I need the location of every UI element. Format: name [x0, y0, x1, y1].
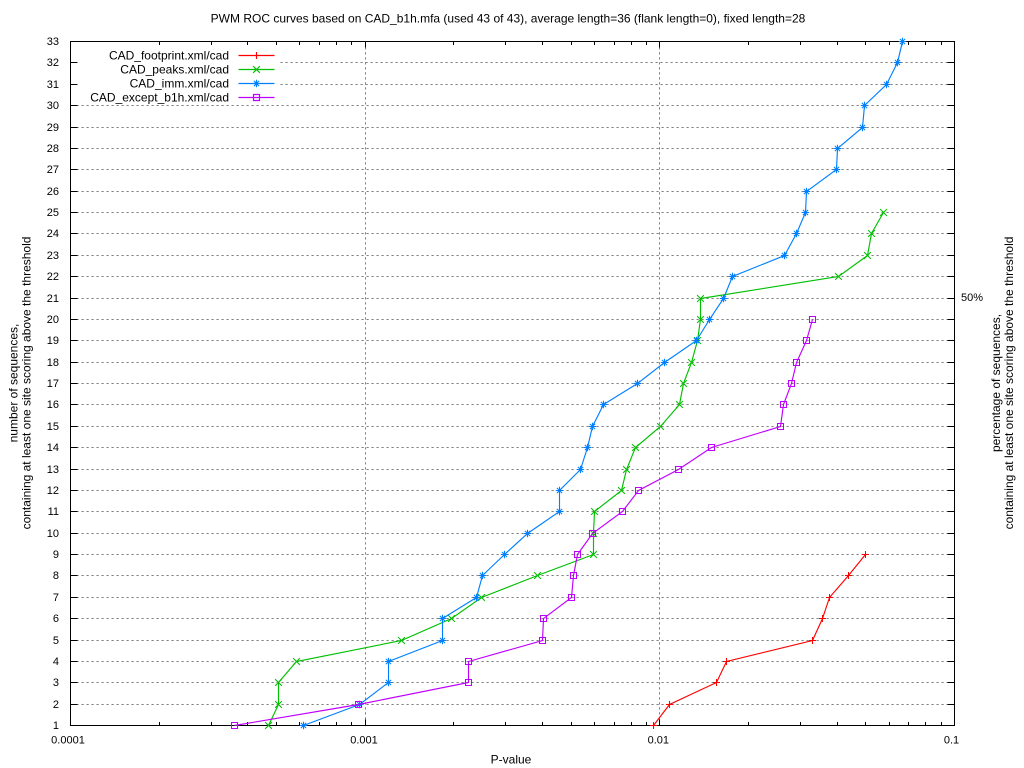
svg-text:0.0001: 0.0001	[51, 735, 85, 747]
svg-text:0.001: 0.001	[350, 735, 378, 747]
svg-text:12: 12	[47, 485, 59, 497]
svg-text:P-value: P-value	[491, 752, 532, 766]
svg-text:1: 1	[53, 720, 59, 732]
svg-text:25: 25	[47, 207, 59, 219]
svg-text:15: 15	[47, 421, 59, 433]
svg-text:29: 29	[47, 122, 59, 134]
svg-text:19: 19	[47, 335, 59, 347]
svg-text:0.01: 0.01	[648, 735, 669, 747]
svg-text:6: 6	[53, 613, 59, 625]
svg-text:16: 16	[47, 399, 59, 411]
svg-text:31: 31	[47, 79, 59, 91]
svg-text:20: 20	[47, 314, 59, 326]
svg-text:CAD_footprint.xml/cad: CAD_footprint.xml/cad	[109, 49, 229, 63]
svg-text:percentage of sequences,: percentage of sequences,	[989, 314, 1003, 452]
svg-text:2: 2	[53, 699, 59, 711]
svg-text:PWM ROC curves based on CAD_b1: PWM ROC curves based on CAD_b1h.mfa (use…	[211, 12, 806, 26]
svg-text:10: 10	[47, 528, 59, 540]
svg-text:CAD_except_b1h.xml/cad: CAD_except_b1h.xml/cad	[90, 91, 229, 105]
svg-text:CAD_imm.xml/cad: CAD_imm.xml/cad	[130, 77, 229, 91]
svg-text:30: 30	[47, 100, 59, 112]
svg-text:containing at least one site s: containing at least one site scoring abo…	[20, 237, 34, 530]
svg-text:0.1: 0.1	[944, 735, 959, 747]
svg-text:containing at least one site s: containing at least one site scoring abo…	[1002, 237, 1016, 530]
svg-text:8: 8	[53, 570, 59, 582]
svg-text:13: 13	[47, 464, 59, 476]
svg-text:28: 28	[47, 143, 59, 155]
svg-text:7: 7	[53, 592, 59, 604]
svg-text:CAD_peaks.xml/cad: CAD_peaks.xml/cad	[120, 63, 229, 77]
svg-text:32: 32	[47, 57, 59, 69]
svg-text:33: 33	[47, 36, 59, 48]
svg-text:number of sequences,: number of sequences,	[7, 324, 21, 443]
svg-text:50%: 50%	[961, 292, 983, 304]
svg-text:27: 27	[47, 164, 59, 176]
svg-text:24: 24	[47, 228, 59, 240]
svg-text:22: 22	[47, 271, 59, 283]
svg-text:23: 23	[47, 250, 59, 262]
svg-text:4: 4	[53, 656, 59, 668]
svg-text:9: 9	[53, 549, 59, 561]
svg-text:5: 5	[53, 635, 59, 647]
svg-text:21: 21	[47, 293, 59, 305]
svg-text:26: 26	[47, 186, 59, 198]
svg-text:14: 14	[47, 442, 59, 454]
svg-text:18: 18	[47, 357, 59, 369]
svg-text:17: 17	[47, 378, 59, 390]
svg-text:3: 3	[53, 677, 59, 689]
svg-text:11: 11	[48, 506, 59, 518]
